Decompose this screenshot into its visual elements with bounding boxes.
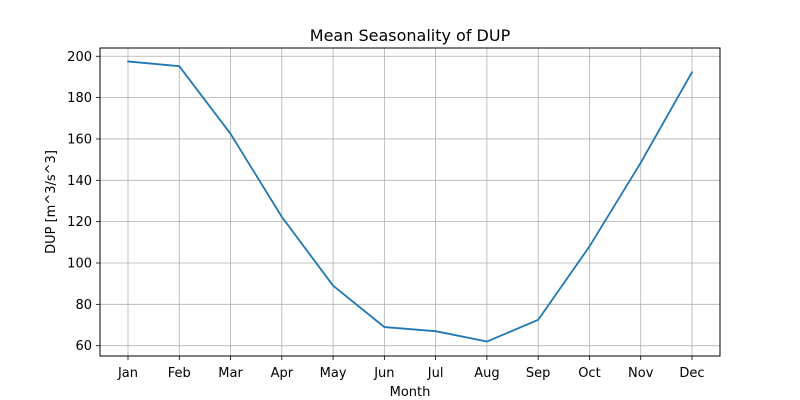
grid-lines	[100, 48, 720, 356]
x-tick-label: Jun	[373, 366, 394, 381]
y-tick-label: 80	[75, 298, 92, 313]
x-tick-label: Mar	[218, 366, 243, 381]
y-tick-label: 100	[67, 256, 92, 271]
x-tick-label: Feb	[168, 366, 191, 381]
x-tick-label: Apr	[271, 366, 294, 381]
y-tick-label: 160	[67, 132, 92, 147]
y-axis-ticks: 60 80 100 120 140 160 180 200	[67, 50, 100, 354]
chart-title: Mean Seasonality of DUP	[310, 26, 511, 45]
series-line	[127, 60, 693, 343]
y-axis-label: DUP [m^3/s^3]	[44, 150, 59, 254]
x-tick-label: May	[320, 366, 347, 381]
x-tick-label: Dec	[679, 366, 704, 381]
x-axis-label: Month	[390, 385, 431, 400]
x-tick-label: Jan	[117, 366, 138, 381]
x-axis-ticks: Jan Feb Mar Apr May Jun Jul Aug Sep Oct Nov Dec	[117, 356, 705, 381]
y-tick-label: 120	[67, 215, 92, 230]
x-tick-label: Nov	[628, 366, 654, 381]
y-tick-label: 60	[75, 339, 92, 354]
plot-frame	[99, 47, 721, 357]
x-tick-label: Jul	[427, 366, 444, 381]
x-tick-label: Oct	[578, 366, 600, 381]
x-tick-label: Sep	[526, 366, 551, 381]
y-tick-label: 140	[67, 174, 92, 189]
x-tick-label: Aug	[474, 366, 499, 381]
y-tick-label: 200	[67, 50, 92, 65]
data-series	[127, 60, 693, 343]
y-tick-label: 180	[67, 91, 92, 106]
